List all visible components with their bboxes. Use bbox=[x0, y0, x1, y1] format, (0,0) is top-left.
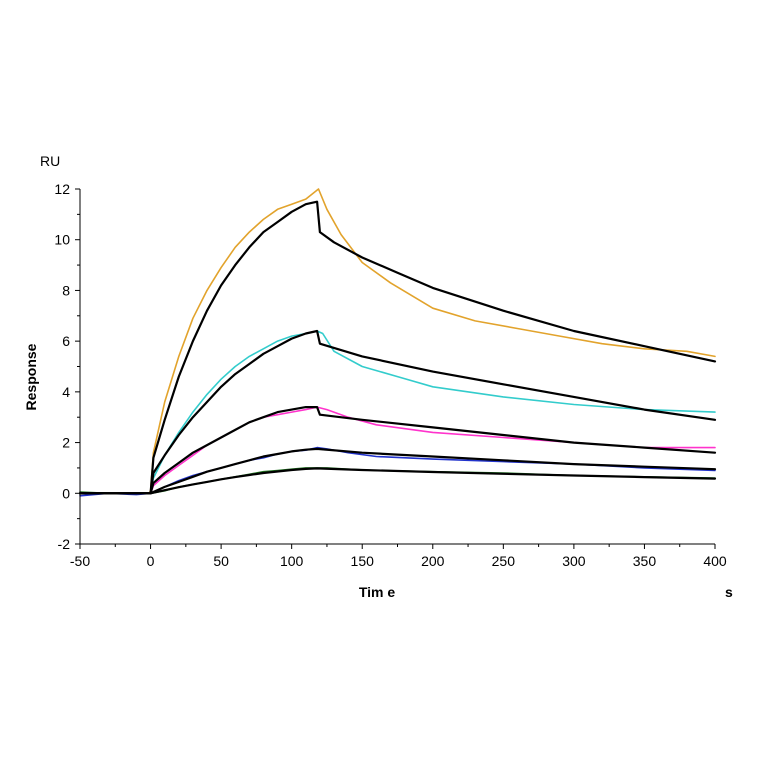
series-layer bbox=[78, 188, 717, 497]
measured-curve-line bbox=[79, 330, 716, 495]
x-tick-label: 300 bbox=[562, 553, 586, 569]
x-tick-label: 400 bbox=[703, 553, 727, 569]
fit-curve-line bbox=[78, 329, 717, 495]
x-tick-label: 50 bbox=[213, 553, 229, 569]
y-tick-label: 12 bbox=[54, 181, 70, 197]
y-tick-label: 4 bbox=[62, 384, 70, 400]
x-tick-label: -50 bbox=[70, 553, 90, 569]
y-tick-label: 0 bbox=[62, 485, 70, 501]
fit-curve-line bbox=[78, 200, 717, 495]
x-tick-label: 250 bbox=[492, 553, 516, 569]
fit-curve-line bbox=[78, 406, 717, 495]
x-tick-label: 200 bbox=[421, 553, 445, 569]
y-tick-label: -2 bbox=[58, 536, 71, 552]
axes-layer: -2 0 2 4 6 8 10 12 -50 0 50 100 150 200 250 300 350 400 bbox=[54, 181, 726, 569]
x-tick-label: 100 bbox=[280, 553, 304, 569]
y-tick-label: 10 bbox=[54, 232, 70, 248]
fit-curve-line bbox=[78, 467, 717, 495]
x-unit-label: s bbox=[725, 584, 733, 600]
measured-curve-line bbox=[79, 406, 716, 495]
x-tick-label: 350 bbox=[633, 553, 657, 569]
x-tick-label: 150 bbox=[351, 553, 375, 569]
measured-curve-line bbox=[79, 188, 716, 495]
y-tick-label: 6 bbox=[62, 333, 70, 349]
y-tick-label: 2 bbox=[62, 435, 70, 451]
y-tick-label: 8 bbox=[62, 282, 70, 298]
y-axis-title: Response bbox=[23, 343, 39, 410]
fit-curve-line bbox=[78, 447, 717, 495]
x-axis-title: Tim e bbox=[359, 584, 396, 600]
y-unit-label: RU bbox=[40, 153, 60, 169]
x-tick-label: 0 bbox=[147, 553, 155, 569]
